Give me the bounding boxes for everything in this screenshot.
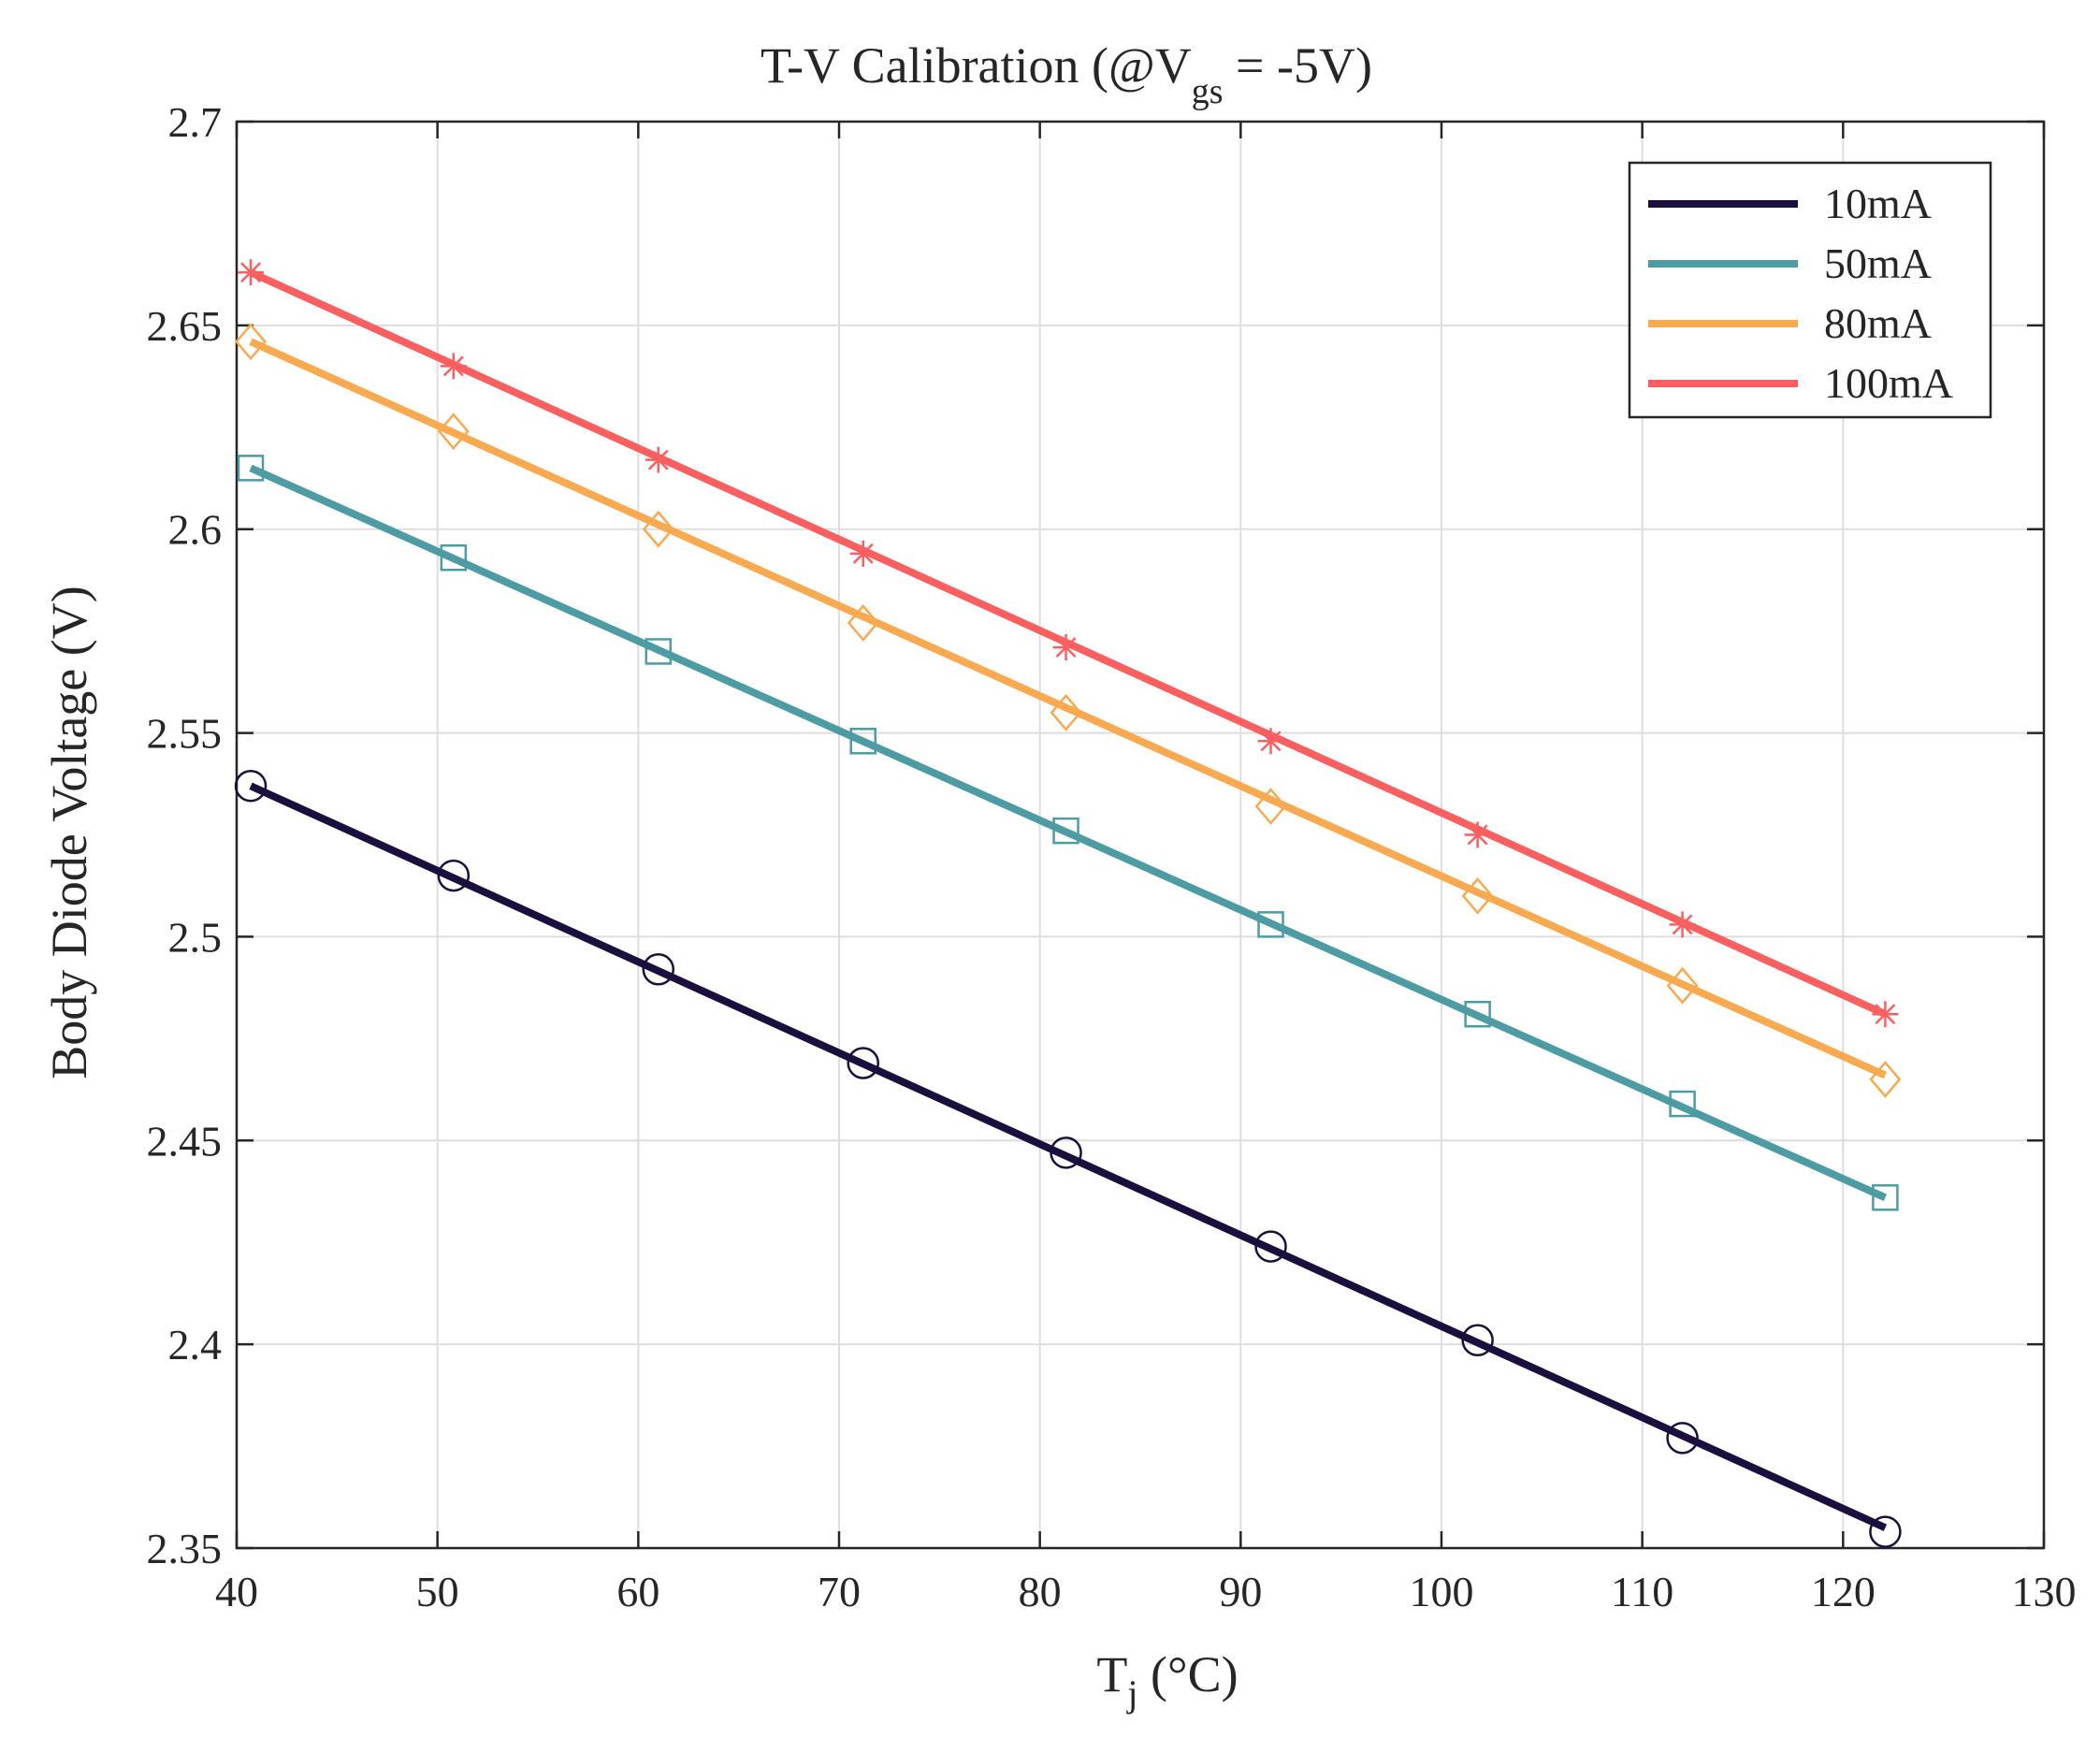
plot-area-frame [235, 120, 2046, 1550]
legend-label: 80mA [1824, 299, 1932, 347]
series-10mA [234, 769, 1902, 1548]
y-tick-label: 2.5 [168, 913, 223, 961]
square-marker [1257, 911, 1284, 938]
diamond-marker [847, 603, 879, 642]
asterisk-stroke [647, 449, 669, 471]
asterisk-marker [1464, 821, 1491, 848]
y-tick-label: 2.7 [168, 98, 223, 146]
x-tick-label: 90 [1219, 1568, 1262, 1615]
circle-marker [1050, 1137, 1082, 1169]
fit-line-10mA [249, 782, 1888, 1531]
asterisk-stroke [852, 543, 874, 564]
circle-marker [1869, 1515, 1902, 1548]
diamond-marker [642, 510, 674, 548]
y-axis-label: Body Diode Voltage (V) [41, 586, 97, 1079]
asterisk-marker [1052, 634, 1079, 661]
asterisk-marker [849, 540, 876, 567]
y-tick-label: 2.35 [147, 1525, 223, 1572]
x-axis-label-suffix: (°C) [1138, 1646, 1238, 1702]
square-marker [1052, 817, 1079, 845]
square-marker [237, 455, 265, 482]
axis-ticks: 40 50 60 70 80 90 100 110 120 130 2.35 2.4 2.45 2.5 2.… [147, 98, 2077, 1615]
series-80mA [235, 323, 1902, 1098]
y-tick-label: 2.6 [168, 506, 223, 554]
y-tick-label: 2.45 [147, 1117, 223, 1165]
x-axis-label-main: T [1096, 1646, 1127, 1702]
circle-marker [234, 769, 268, 803]
circle-marker [642, 953, 675, 986]
chart-title: T-V Calibration (@Vgs = -5V) [760, 37, 1372, 111]
asterisk-stroke [1875, 1004, 1896, 1025]
x-tick-label: 80 [1019, 1568, 1062, 1615]
legend-label: 10mA [1824, 180, 1932, 227]
asterisk-stroke [1055, 637, 1077, 659]
diamond-marker [235, 323, 267, 361]
asterisk-marker [1257, 728, 1284, 755]
asterisk-stroke [442, 355, 464, 377]
fit-line-50mA [249, 464, 1888, 1201]
square-marker [644, 638, 673, 665]
series-50mA [237, 455, 1899, 1211]
square-marker [1464, 1000, 1491, 1028]
circle-marker [847, 1047, 880, 1079]
circle-marker [1254, 1230, 1287, 1263]
fit-line-100mA [249, 268, 1888, 1018]
x-axis-label: Tj (°C) [1096, 1646, 1238, 1715]
asterisk-stroke [1672, 914, 1693, 935]
chart-title-suffix: = -5V) [1224, 37, 1372, 94]
asterisk-marker [1872, 1001, 1899, 1028]
asterisk-stroke [1260, 731, 1282, 752]
chart-title-prefix: T-V Calibration (@V [760, 37, 1192, 94]
diamond-marker [437, 413, 470, 451]
diamond-marker [1869, 1060, 1902, 1098]
x-axis-label-subscript: j [1125, 1672, 1137, 1715]
square-marker [849, 728, 877, 755]
series-layer [234, 259, 1902, 1548]
diamond-marker [1050, 693, 1082, 731]
y-tick-label: 2.55 [147, 710, 223, 758]
asterisk-stroke [1467, 824, 1488, 846]
circle-marker [1461, 1324, 1494, 1357]
legend: 10mA 50mA 80mA 100mA [1628, 161, 1992, 419]
x-tick-label: 60 [616, 1568, 659, 1615]
square-marker [440, 543, 468, 572]
diamond-marker [1461, 876, 1494, 915]
square-marker [1669, 1090, 1696, 1118]
asterisk-marker [238, 259, 265, 286]
x-tick-label: 70 [818, 1568, 861, 1615]
series-100mA [238, 259, 1899, 1028]
y-tick-label: 2.65 [147, 302, 223, 350]
y-tick-label: 2.4 [168, 1321, 223, 1368]
x-tick-label: 120 [1811, 1568, 1876, 1615]
legend-label: 50mA [1824, 239, 1932, 287]
x-tick-label: 40 [215, 1568, 258, 1615]
circle-marker [437, 859, 471, 892]
x-tick-label: 110 [1611, 1568, 1673, 1615]
fit-line-80mA [249, 338, 1888, 1079]
x-tick-label: 100 [1410, 1568, 1474, 1615]
legend-label: 100mA [1824, 359, 1953, 407]
x-tick-label: 130 [2012, 1568, 2077, 1615]
asterisk-marker [1669, 911, 1696, 938]
asterisk-marker [440, 353, 467, 380]
square-marker [1872, 1184, 1899, 1211]
asterisk-marker [644, 446, 672, 473]
diamond-marker [1254, 788, 1287, 825]
asterisk-stroke [240, 262, 261, 283]
chart-title-subscript: gs [1192, 72, 1224, 111]
diamond-marker [1666, 966, 1699, 1005]
x-tick-label: 50 [416, 1568, 459, 1615]
circle-marker [1666, 1422, 1699, 1455]
